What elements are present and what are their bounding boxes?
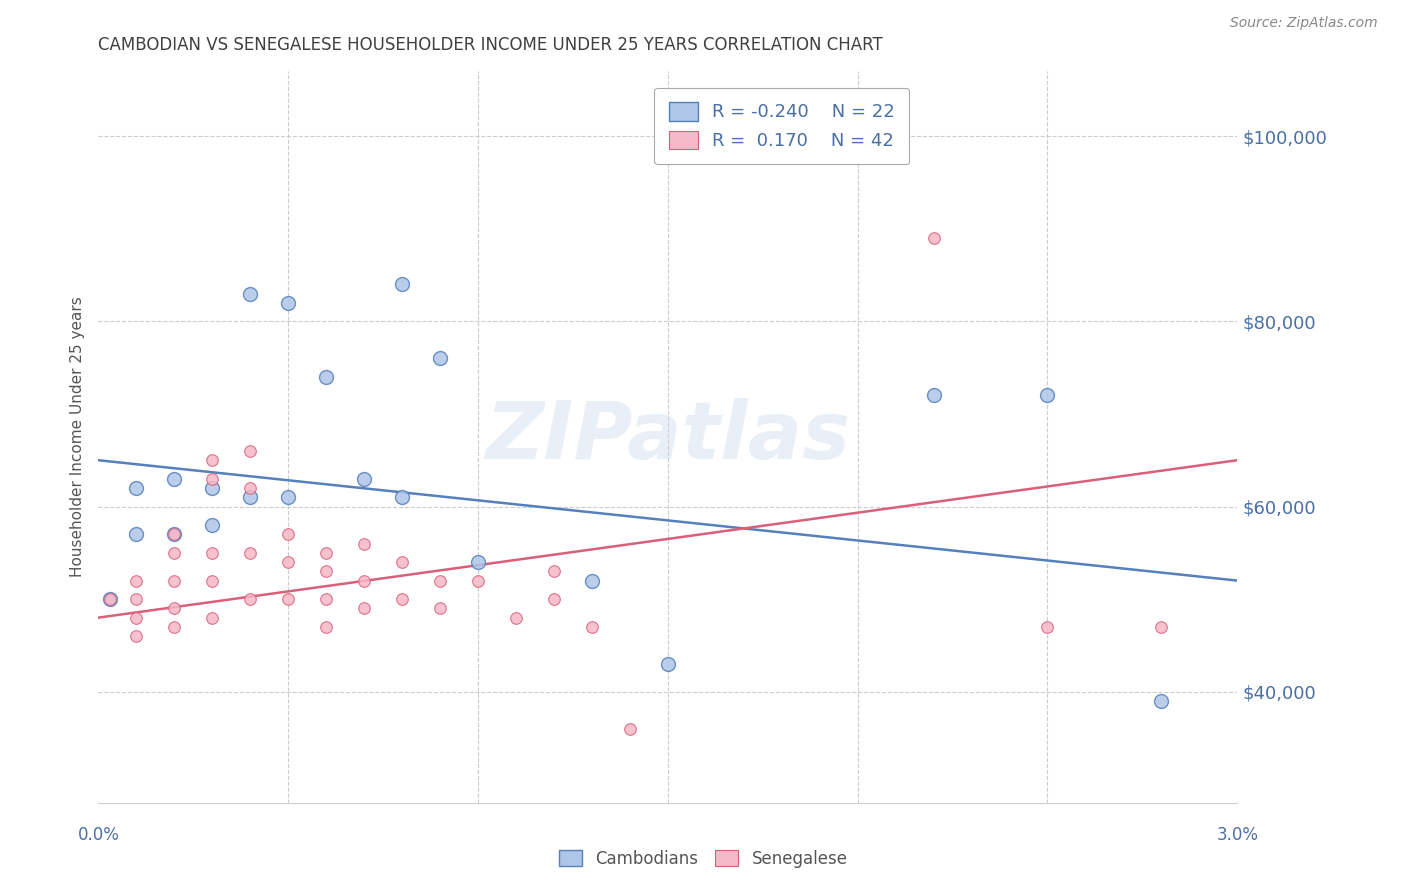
Point	[239, 481, 262, 495]
Text: ZIPatlas: ZIPatlas	[485, 398, 851, 476]
Point	[201, 574, 224, 588]
Point	[619, 722, 641, 736]
Point	[239, 286, 262, 301]
Point	[1150, 694, 1173, 708]
Point	[429, 601, 451, 615]
Legend: R = -0.240    N = 22, R =  0.170    N = 42: R = -0.240 N = 22, R = 0.170 N = 42	[654, 87, 910, 164]
Point	[277, 490, 299, 504]
Point	[239, 490, 262, 504]
Point	[277, 295, 299, 310]
Point	[125, 592, 148, 607]
Point	[429, 574, 451, 588]
Text: CAMBODIAN VS SENEGALESE HOUSEHOLDER INCOME UNDER 25 YEARS CORRELATION CHART: CAMBODIAN VS SENEGALESE HOUSEHOLDER INCO…	[98, 36, 883, 54]
Point	[201, 610, 224, 624]
Point	[163, 601, 186, 615]
Point	[201, 518, 224, 533]
Point	[315, 370, 337, 384]
Point	[201, 472, 224, 486]
Point	[125, 574, 148, 588]
Point	[98, 592, 121, 607]
Point	[1150, 620, 1173, 634]
Point	[277, 592, 299, 607]
Point	[922, 388, 945, 402]
Point	[315, 565, 337, 579]
Point	[277, 555, 299, 569]
Point	[391, 277, 413, 292]
Point	[125, 629, 148, 643]
Point	[467, 574, 489, 588]
Point	[201, 546, 224, 560]
Point	[239, 444, 262, 458]
Point	[391, 490, 413, 504]
Point	[125, 527, 148, 541]
Point	[201, 481, 224, 495]
Point	[353, 574, 375, 588]
Point	[163, 546, 186, 560]
Point	[353, 601, 375, 615]
Point	[391, 592, 413, 607]
Point	[239, 592, 262, 607]
Y-axis label: Householder Income Under 25 years: Householder Income Under 25 years	[69, 297, 84, 577]
Point	[543, 592, 565, 607]
Point	[163, 620, 186, 634]
Point	[657, 657, 679, 671]
Point	[391, 555, 413, 569]
Point	[163, 472, 186, 486]
Point	[1036, 388, 1059, 402]
Point	[201, 453, 224, 467]
Point	[429, 351, 451, 366]
Text: Source: ZipAtlas.com: Source: ZipAtlas.com	[1230, 16, 1378, 29]
Legend: Cambodians, Senegalese: Cambodians, Senegalese	[551, 844, 855, 875]
Text: 3.0%: 3.0%	[1216, 826, 1258, 844]
Point	[353, 536, 375, 550]
Point	[581, 620, 603, 634]
Point	[315, 620, 337, 634]
Point	[353, 472, 375, 486]
Point	[581, 574, 603, 588]
Point	[505, 610, 527, 624]
Point	[163, 574, 186, 588]
Point	[315, 546, 337, 560]
Point	[163, 527, 186, 541]
Point	[277, 527, 299, 541]
Point	[467, 555, 489, 569]
Point	[125, 481, 148, 495]
Point	[315, 592, 337, 607]
Point	[98, 592, 121, 607]
Point	[1036, 620, 1059, 634]
Point	[922, 231, 945, 245]
Point	[239, 546, 262, 560]
Text: 0.0%: 0.0%	[77, 826, 120, 844]
Point	[125, 610, 148, 624]
Point	[543, 565, 565, 579]
Point	[163, 527, 186, 541]
